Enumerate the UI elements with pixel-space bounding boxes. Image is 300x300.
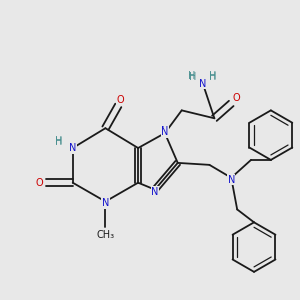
Text: O: O xyxy=(116,95,124,106)
Text: H: H xyxy=(55,136,62,146)
Text: O: O xyxy=(116,95,124,106)
Text: N: N xyxy=(69,143,76,153)
Text: N: N xyxy=(161,126,169,136)
Text: H: H xyxy=(209,72,216,82)
Text: O: O xyxy=(232,94,240,103)
Text: H: H xyxy=(209,71,216,81)
Text: N: N xyxy=(161,127,169,137)
Text: N: N xyxy=(151,187,159,196)
Text: O: O xyxy=(232,94,240,103)
Text: CH₃: CH₃ xyxy=(96,230,115,240)
Text: H: H xyxy=(55,137,62,147)
Text: N: N xyxy=(69,143,76,153)
Text: N: N xyxy=(102,199,109,208)
Text: N: N xyxy=(151,187,159,196)
Text: H: H xyxy=(189,72,196,82)
Text: N: N xyxy=(228,175,235,185)
Text: N: N xyxy=(102,197,109,208)
Text: H: H xyxy=(188,71,195,81)
Text: O: O xyxy=(35,178,43,188)
Text: N: N xyxy=(228,175,235,185)
Text: CH₃: CH₃ xyxy=(96,230,115,240)
Text: N: N xyxy=(199,79,206,88)
Text: O: O xyxy=(35,178,43,188)
Text: N: N xyxy=(199,79,206,88)
